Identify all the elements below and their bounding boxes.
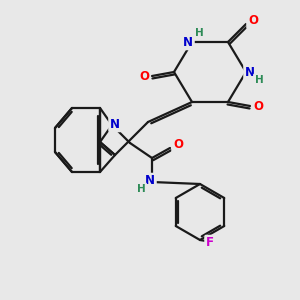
Text: H: H (255, 75, 263, 85)
Text: F: F (206, 236, 214, 250)
Text: H: H (136, 184, 146, 194)
Text: N: N (110, 118, 120, 130)
Text: O: O (248, 14, 258, 28)
Text: O: O (173, 139, 183, 152)
Text: O: O (253, 100, 263, 112)
Text: N: N (145, 175, 155, 188)
Text: N: N (245, 65, 255, 79)
Text: O: O (139, 70, 149, 83)
Text: N: N (183, 35, 193, 49)
Text: H: H (195, 28, 203, 38)
